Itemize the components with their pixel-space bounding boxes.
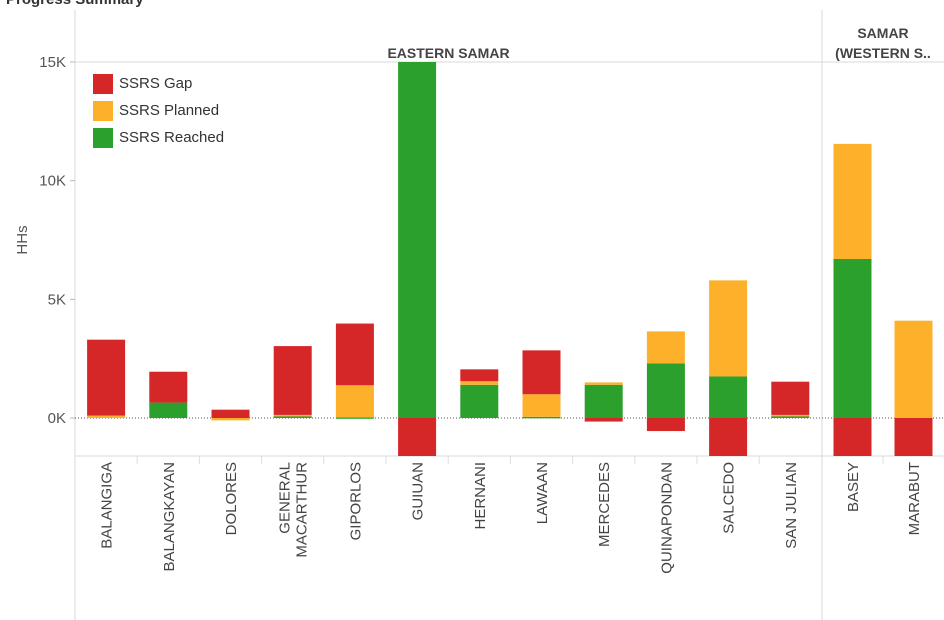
bar-gap-lawaan [522,350,561,395]
y-tick-label: 0K [48,410,66,427]
panel-header-samar-line1: SAMAR [857,25,908,41]
legend-item-planned[interactable]: SSRS Planned [93,97,224,124]
x-tick-text: GUIUAN [410,462,427,520]
bar-gap-balangkayan [149,371,188,403]
bar-planned-san-julian [771,414,810,417]
bar-reached-guiuan [398,62,437,418]
legend-item-reached[interactable]: SSRS Reached [93,124,224,151]
bar-planned-dolores [211,418,250,421]
bar-reached-san-julian [771,416,810,418]
y-axis: 0K 5K 10K 15K HHs [14,54,75,427]
y-axis-label: HHs [14,225,31,254]
x-tick-label-basey: BASEY [845,462,862,512]
bar-planned-mercedes [584,382,623,385]
legend: SSRS Gap SSRS Planned SSRS Reached [93,70,224,151]
y-tick-label: 5K [48,291,66,308]
bar-gap-giporlos [335,323,374,386]
bar-gap-mercedes [584,418,623,422]
x-tick-label-quinapondan: QUINAPONDAN [658,462,675,574]
bar-reached-quinapondan [646,363,685,418]
x-tick-text: GIPORLOS [347,462,364,540]
x-tick-text: HERNANI [472,462,489,530]
bar-gap-san-julian [771,381,810,415]
chart-title: Progress Summary [6,0,144,8]
bar-gap-general-macarthur [273,346,312,415]
bar-gap-basey [833,418,872,456]
bar-planned-marabut [894,320,933,418]
x-tick-text: BALANGIGA [99,462,116,549]
panel-header-eastern-samar: EASTERN SAMAR [387,45,509,61]
panel-headers: EASTERN SAMAR SAMAR (WESTERN S.. [387,25,930,61]
legend-swatch-gap [93,73,113,94]
bar-planned-general-macarthur [273,414,312,417]
bar-reached-basey [833,258,872,418]
legend-label-gap: SSRS Gap [119,75,193,92]
x-tick-label-balangkayan: BALANGKAYAN [161,462,178,571]
bars [87,62,933,456]
y-tick-label: 10K [39,173,66,190]
legend-label-reached: SSRS Reached [119,129,225,146]
bar-planned-salcedo [709,280,748,377]
legend-swatch-planned [93,100,113,121]
x-tick-text: MERCEDES [596,462,613,547]
bar-gap-dolores [211,409,250,418]
x-tick-text: MARABUT [906,462,923,535]
bar-gap-marabut [894,418,933,456]
panel-header-samar-line2: (WESTERN S.. [835,45,931,61]
x-tick-label-general-macarthur: GENERAL MACARTHUR [277,462,311,558]
x-tick-label-marabut: MARABUT [906,462,923,535]
bar-reached-salcedo [709,376,748,418]
bar-reached-mercedes [584,384,623,418]
bar-gap-hernani [460,369,499,382]
bar-planned-basey [833,143,872,259]
bar-reached-balangkayan [149,402,188,418]
bar-planned-quinapondan [646,331,685,364]
bar-gap-salcedo [709,418,748,456]
x-tick-text: DOLORES [223,462,240,535]
x-tick-text: SAN JULIAN [783,462,800,549]
bar-reached-giporlos [335,417,374,419]
bar-planned-hernani [460,381,499,385]
bar-planned-lawaan [522,394,561,417]
bar-gap-balangiga [87,339,126,416]
x-tick-text: BASEY [845,462,862,512]
bar-planned-giporlos [335,385,374,418]
x-tick-label-lawaan: LAWAAN [534,462,551,524]
x-tick-text: QUINAPONDAN [658,462,675,574]
bar-gap-quinapondan [646,418,685,432]
x-tick-label-giporlos: GIPORLOS [347,462,364,540]
legend-label-planned: SSRS Planned [119,102,220,119]
legend-item-gap[interactable]: SSRS Gap [93,70,224,97]
x-tick-text: GENERAL [277,462,294,534]
legend-swatch-reached [93,127,113,148]
x-tick-label-dolores: DOLORES [223,462,240,535]
x-tick-label-san-julian: SAN JULIAN [783,462,800,549]
x-axis: BALANGIGA BALANGKAYAN DOLORES GENERAL MACART… [99,456,923,574]
bar-reached-hernani [460,384,499,418]
x-tick-label-hernani: HERNANI [472,462,489,530]
x-tick-label-salcedo: SALCEDO [721,462,738,534]
x-tick-label-guiuan: GUIUAN [410,462,427,520]
x-tick-text: MACARTHUR [294,462,311,558]
x-tick-text: LAWAAN [534,462,551,524]
x-tick-label-mercedes: MERCEDES [596,462,613,547]
y-tick-label: 15K [39,54,66,71]
bar-reached-general-macarthur [273,416,312,418]
bar-gap-guiuan [398,418,437,456]
x-tick-text: SALCEDO [721,462,738,534]
bar-planned-balangiga [87,415,126,418]
bar-reached-lawaan [522,416,561,419]
x-tick-label-balangiga: BALANGIGA [99,462,116,549]
x-tick-text: BALANGKAYAN [161,462,178,571]
